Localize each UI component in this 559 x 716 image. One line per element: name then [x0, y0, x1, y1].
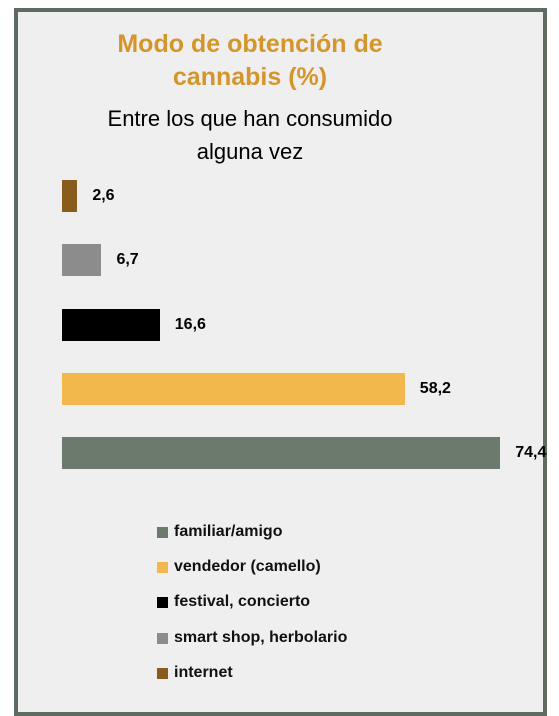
legend-label: vendedor (camello): [174, 558, 321, 576]
legend-swatch: [157, 667, 168, 679]
legend-label: familiar/amigo: [174, 523, 283, 540]
bar: [62, 437, 501, 469]
bar: [62, 308, 160, 341]
chart-title: Modo de obtención de cannabis (%): [117, 30, 383, 91]
value-label: 2,6: [92, 187, 115, 205]
legend-label: smart shop, herbolario: [174, 628, 348, 646]
value-label: 16,6: [174, 315, 206, 333]
page: Modo de obtención de cannabis (%) Entre …: [14, 8, 547, 716]
legend-label: festival, concierto: [174, 593, 311, 611]
value-label: 74,4: [515, 444, 547, 461]
chart-frame: [14, 8, 547, 716]
legend-swatch: [157, 597, 168, 609]
bar: [62, 244, 102, 277]
legend-swatch: [157, 527, 168, 538]
legend-swatch: [157, 632, 168, 644]
bar: [62, 180, 78, 213]
legend-swatch: [157, 562, 168, 574]
chart-subtitle: Entre los que han consumido alguna vez: [107, 106, 393, 164]
value-label: 6,7: [116, 251, 139, 269]
legend-label: internet: [174, 663, 233, 681]
bar: [62, 372, 405, 405]
value-label: 58,2: [419, 379, 451, 397]
